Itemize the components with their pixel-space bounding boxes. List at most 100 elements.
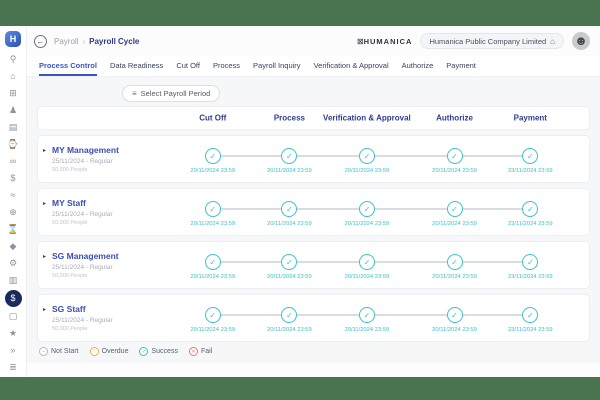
row-name[interactable]: MY Management (52, 145, 119, 155)
column-process: Process (273, 113, 305, 123)
tab-process[interactable]: Process (212, 60, 241, 70)
milestone-date: 20/11/2024 23:59 (432, 221, 477, 227)
home-icon[interactable]: ⌂ (10, 71, 16, 81)
milestone-authorize[interactable]: ✓ (446, 148, 463, 164)
milestone-verification[interactable]: ✓ (358, 254, 375, 270)
tab-process-control[interactable]: Process Control (39, 56, 97, 76)
row-people-count: 50,000 People (52, 220, 88, 226)
breadcrumb-section[interactable]: Payroll (54, 36, 79, 46)
milestone-verification[interactable]: ✓ (358, 201, 375, 217)
milestone-date: 20/11/2024 23:59 (344, 168, 390, 174)
payroll-row-my-management: ▸ MY Management 25/11/2024 - Regular 50,… (37, 135, 590, 183)
row-people-count: 50,000 People (52, 326, 88, 332)
row-name[interactable]: SG Management (52, 251, 119, 261)
milestone-date: 20/11/2024 23:59 (190, 168, 236, 174)
legend-fail: ✕ Fail (188, 347, 213, 356)
milestone-process[interactable]: ✓ (281, 307, 298, 323)
company-name: Humanica Public Company Limited (429, 36, 547, 46)
milestone-authorize[interactable]: ✓ (446, 201, 463, 217)
benefits-icon[interactable]: ⊕ (9, 207, 17, 217)
row-name[interactable]: MY Staff (52, 198, 86, 208)
humanica-logo-icon: ⊠ (356, 36, 364, 46)
select-payroll-period-label: Select Payroll Period (140, 89, 211, 98)
milestone-cut-off[interactable]: ✓ (204, 148, 221, 164)
milestone-verification[interactable]: ✓ (358, 148, 375, 164)
legend-success: ✓ Success (139, 347, 178, 356)
reports-icon[interactable]: ≈ (10, 190, 16, 200)
breadcrumb-separator: › (82, 36, 86, 46)
milestone-process[interactable]: ✓ (281, 254, 298, 270)
app-logo[interactable]: H (5, 31, 21, 47)
search-icon[interactable]: ⚲ (9, 54, 17, 64)
legend-not-start: – Not Start (39, 347, 79, 356)
row-people-count: 50,000 People (52, 167, 88, 173)
attendance-icon[interactable]: ⌚ (7, 139, 19, 149)
preferences-icon[interactable]: ≣ (9, 362, 17, 372)
tab-payment[interactable]: Payment (446, 60, 476, 70)
documents-icon[interactable]: ▢ (8, 311, 18, 321)
milestone-authorize[interactable]: ✓ (446, 254, 463, 270)
tab-payroll-inquiry[interactable]: Payroll Inquiry (253, 60, 301, 70)
back-button[interactable]: ← (34, 34, 47, 48)
milestone-date: 23/11/2024 23:59 (507, 327, 553, 333)
milestone-payment[interactable]: ✓ (522, 254, 539, 270)
tab-cut-off[interactable]: Cut Off (176, 60, 200, 70)
not-start-icon: – (39, 347, 48, 356)
milestone-payment[interactable]: ✓ (522, 148, 539, 164)
milestone-process[interactable]: ✓ (281, 201, 298, 217)
row-people-count: 50,000 People (52, 273, 88, 279)
organization-icon[interactable]: ⊞ (9, 88, 17, 98)
legend-label: Success (151, 348, 178, 355)
payroll-cycle-icon[interactable]: $ (4, 290, 22, 307)
tab-authorize[interactable]: Authorize (401, 60, 434, 70)
tab-verification-approval[interactable]: Verification & Approval (313, 60, 389, 70)
security-icon[interactable]: ◆ (9, 241, 17, 251)
letterbox-top (0, 0, 600, 26)
milestone-process[interactable]: ✓ (281, 148, 298, 164)
compensation-icon[interactable]: $ (10, 173, 16, 183)
row-name[interactable]: SG Staff (52, 304, 86, 314)
milestone-cut-off[interactable]: ✓ (204, 201, 221, 217)
legend-label: Not Start (51, 348, 79, 355)
milestone-date: 20/11/2024 23:59 (432, 327, 477, 333)
column-payment: Payment (513, 113, 547, 123)
legend-label: Fail (200, 348, 213, 355)
stage-header-row: Cut Off Process Verification & Approval … (37, 106, 590, 130)
tab-data-readiness[interactable]: Data Readiness (109, 60, 164, 70)
awards-icon[interactable]: ★ (8, 328, 18, 338)
milestone-cut-off[interactable]: ✓ (204, 307, 221, 323)
settings-gear-icon[interactable]: ⚙ (8, 258, 18, 268)
select-payroll-period-button[interactable]: ≡ Select Payroll Period (122, 85, 221, 102)
user-avatar[interactable]: ☻ (572, 32, 590, 50)
milestone-payment[interactable]: ✓ (522, 307, 539, 323)
expand-caret-icon[interactable]: ▸ (43, 254, 47, 260)
overdue-icon: ! (89, 347, 99, 356)
milestone-payment[interactable]: ✓ (522, 201, 539, 217)
milestone-authorize[interactable]: ✓ (446, 307, 463, 323)
legend-label: Overdue (101, 348, 129, 355)
row-period: 25/11/2024 - Regular (52, 211, 113, 218)
milestone-cut-off[interactable]: ✓ (204, 254, 221, 270)
employees-icon[interactable]: ♟ (8, 105, 18, 115)
collapse-icon[interactable]: » (10, 345, 16, 355)
row-period: 25/11/2024 - Regular (52, 264, 113, 271)
milestone-date: 20/11/2024 23:59 (267, 327, 312, 333)
list-icon: ≡ (132, 89, 137, 98)
main-area: ← Payroll › Payroll Cycle ⊠ HUMANICA Hum… (27, 26, 600, 377)
app-window: H ⚲ ⌂ ⊞ ♟ ▤ ⌚ ∞ $ ≈ ⊕ ⌛ ◆ ⚙ ▥ $ ▢ ★ » ≣ … (0, 26, 600, 377)
brand-name: HUMANICA (363, 36, 413, 46)
payroll-row-sg-staff: ▸ SG Staff 25/11/2024 - Regular 50,000 P… (37, 294, 590, 342)
team-icon[interactable]: ∞ (9, 156, 17, 166)
company-icon[interactable]: ▤ (8, 122, 18, 132)
time-icon[interactable]: ⌛ (7, 224, 19, 234)
expand-caret-icon[interactable]: ▸ (43, 201, 47, 207)
company-selector[interactable]: Humanica Public Company Limited ⌂ (420, 33, 564, 49)
expand-caret-icon[interactable]: ▸ (43, 307, 47, 313)
milestone-date: 20/11/2024 23:59 (344, 221, 390, 227)
tab-bar: Process Control Data Readiness Cut Off P… (27, 56, 600, 77)
wallet-icon[interactable]: ▥ (8, 275, 18, 285)
breadcrumb-current: Payroll Cycle (89, 36, 140, 46)
milestone-verification[interactable]: ✓ (358, 307, 375, 323)
expand-caret-icon[interactable]: ▸ (43, 148, 47, 154)
letterbox-bottom (0, 377, 600, 400)
